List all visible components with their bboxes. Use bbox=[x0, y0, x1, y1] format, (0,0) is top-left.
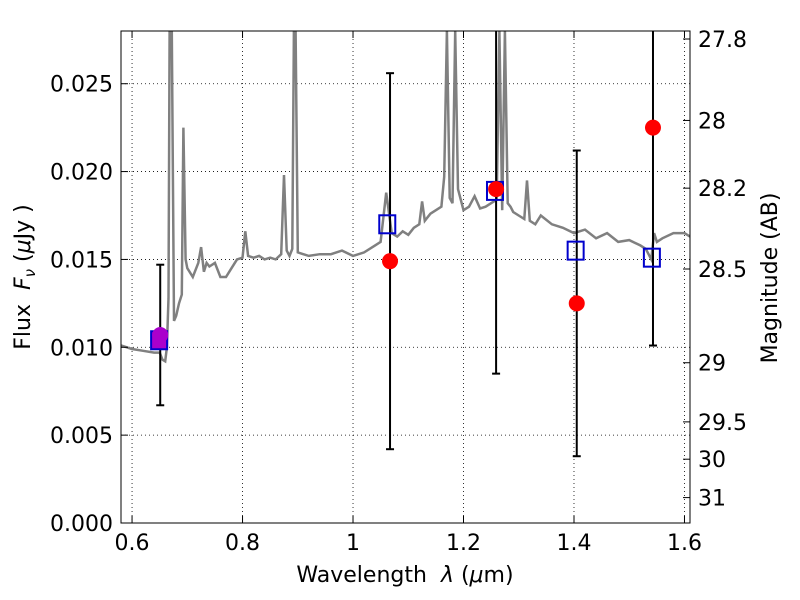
mag-tick-label: 30 bbox=[698, 448, 726, 473]
x-tick-label: 0.8 bbox=[225, 531, 260, 556]
mag-tick-label: 29 bbox=[698, 352, 726, 377]
x-axis-label: Wavelength λ (μm) bbox=[296, 563, 513, 588]
y-axis-label: Flux Fν (μJy ) bbox=[11, 204, 39, 349]
mag-tick-label: 31 bbox=[698, 487, 726, 512]
measured-point bbox=[569, 295, 585, 311]
axis-ticks: 0.6 0.8 1 1.2 1.4 1.6 0.000 0.005 0.010 0.015 0.02… bbox=[50, 28, 747, 556]
measured-point bbox=[488, 181, 504, 197]
x-tick-label: 1.2 bbox=[446, 531, 481, 556]
measured-point bbox=[382, 253, 398, 269]
mag-tick-label: 28.5 bbox=[698, 258, 747, 283]
y-tick-label: 0.010 bbox=[50, 336, 113, 361]
x-tick-label: 1 bbox=[346, 531, 360, 556]
data-marks bbox=[151, 31, 661, 456]
measured-point bbox=[152, 327, 168, 343]
x-tick-label: 1.4 bbox=[556, 531, 591, 556]
x-tick-label: 1.6 bbox=[667, 531, 702, 556]
grid bbox=[121, 31, 690, 523]
mag-tick-label: 28 bbox=[698, 109, 726, 134]
plot-area bbox=[121, 31, 690, 361]
y-tick-label: 0.020 bbox=[50, 161, 113, 186]
y-tick-label: 0.025 bbox=[50, 73, 113, 98]
measured-point bbox=[645, 120, 661, 136]
model-square bbox=[568, 242, 584, 260]
y2-axis-label: Magnitude (AB) bbox=[758, 193, 783, 364]
mag-tick-label: 29.5 bbox=[698, 411, 747, 436]
x-tick-label: 0.6 bbox=[115, 531, 150, 556]
spectrum-line bbox=[121, 31, 690, 361]
mag-tick-label: 28.2 bbox=[698, 177, 747, 202]
flux-chart: 0.6 0.8 1 1.2 1.4 1.6 0.000 0.005 0.010 0.015 0.02… bbox=[0, 0, 800, 600]
y-tick-label: 0.005 bbox=[50, 424, 113, 449]
y-tick-label: 0.000 bbox=[50, 512, 113, 537]
y-tick-label: 0.015 bbox=[50, 248, 113, 273]
plot-frame bbox=[121, 31, 690, 523]
mag-tick-label: 27.8 bbox=[698, 28, 747, 53]
